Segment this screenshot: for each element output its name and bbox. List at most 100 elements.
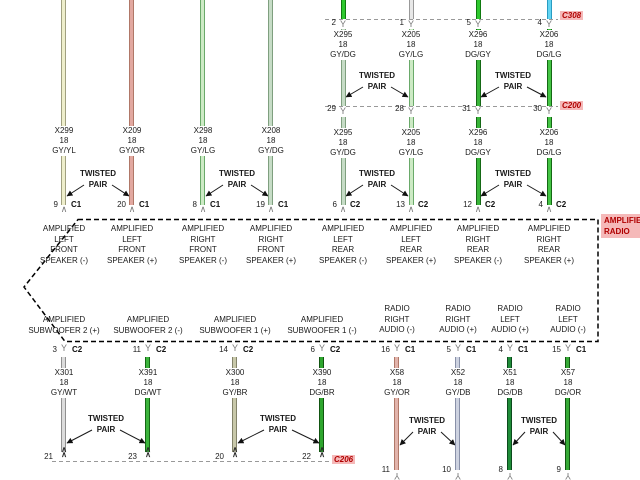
- pin-number: 4: [498, 345, 503, 354]
- twisted-pair-label: TWISTED PAIR: [521, 416, 557, 436]
- pin-number: 21: [44, 452, 53, 461]
- wire-label-x206: X206 18 DG/LG: [534, 30, 564, 60]
- pin-number: 14: [219, 345, 228, 354]
- connector-fork-icon: Y: [545, 106, 553, 116]
- wire-x52: [455, 357, 460, 470]
- wire-stub: [409, 0, 414, 19]
- connector-label: C2: [330, 345, 341, 354]
- box-signal-label: RADIO RIGHT AUDIO (-): [379, 304, 415, 334]
- wire-label-x296: X296 18 DG/GY: [463, 30, 493, 60]
- wire-x295: [341, 117, 346, 205]
- twisted-pair-arrows: [66, 86, 566, 446]
- connector-label: C1: [278, 200, 289, 209]
- connector-label: C1: [466, 345, 477, 354]
- connector-fork-icon: Y: [564, 343, 572, 353]
- connector-label: C2: [156, 345, 167, 354]
- twisted-pair-label: TWISTED PAIR: [495, 169, 531, 189]
- connector-caret-icon: ∧: [267, 204, 275, 214]
- connector-fork-icon: Y: [339, 19, 347, 29]
- wire-label-x208: X208 18 GY/DG: [256, 126, 286, 156]
- twisted-pair-label: TWISTED PAIR: [80, 169, 116, 189]
- wire-x391: [145, 357, 150, 452]
- twisted-pair-label: TWISTED PAIR: [219, 169, 255, 189]
- wire-stub: [341, 0, 346, 19]
- wire-label-x52: X52 18 GY/DB: [443, 368, 473, 398]
- connector-c206-label: C206: [332, 455, 356, 464]
- box-signal-label: AMPLIFIED LEFT FRONT SPEAKER (+): [106, 224, 158, 265]
- connector-label: C2: [556, 200, 567, 209]
- pin-number: 11: [381, 465, 390, 474]
- connector-label: C2: [72, 345, 83, 354]
- twisted-pair-label: TWISTED PAIR: [409, 416, 445, 436]
- connector-fork-icon: Y: [506, 343, 514, 353]
- connector-fork-icon: Y: [407, 106, 415, 116]
- wire-x295: [341, 29, 346, 106]
- wire-label-x209: X209 18 GY/OR: [117, 126, 147, 156]
- wire-x298: [200, 0, 205, 205]
- connector-label: C2: [418, 200, 429, 209]
- connector-caret-icon: ∧: [339, 204, 347, 214]
- wire-x57: [565, 357, 570, 470]
- wire-x296: [476, 29, 481, 106]
- pin-number: 1: [399, 18, 404, 27]
- wire-label-x296: X296 18 DG/GY: [463, 128, 493, 158]
- connector-label: C1: [139, 200, 150, 209]
- connector-fork-icon: Y: [231, 343, 239, 353]
- connector-c308-label: C308: [560, 11, 584, 20]
- wire-label-x295: X295 18 GY/DG: [328, 30, 358, 60]
- pin-number: 5: [466, 18, 471, 27]
- double-chevron-icon: ∧ ∧: [145, 445, 151, 459]
- pin-number: 3: [52, 345, 57, 354]
- connector-label: C1: [71, 200, 82, 209]
- connector-fork-icon: Y: [339, 106, 347, 116]
- wire-x205: [409, 117, 414, 205]
- pin-number: 2: [331, 18, 336, 27]
- wire-label-x390: X390 18 DG/BR: [307, 368, 337, 398]
- connector-caret-icon: ∧: [474, 204, 482, 214]
- connector-label: C2: [350, 200, 361, 209]
- box-signal-label: AMPLIFIED LEFT REAR SPEAKER (-): [318, 224, 368, 265]
- pin-number: 16: [381, 345, 390, 354]
- connector-label: C2: [485, 200, 496, 209]
- wire-stub: [547, 0, 552, 19]
- pin-number: 31: [462, 104, 471, 113]
- pin-number: 29: [327, 104, 336, 113]
- wire-x299: [61, 0, 66, 205]
- wire-stub: [476, 0, 481, 19]
- wire-label-x301: X301 18 GY/WT: [48, 368, 80, 398]
- wire-label-x57: X57 18 DG/OR: [552, 368, 584, 398]
- pin-number: 30: [533, 104, 542, 113]
- wire-x301: [61, 357, 66, 452]
- box-signal-label: AMPLIFIED LEFT FRONT SPEAKER (-): [39, 224, 89, 265]
- wire-label-x51: X51 18 DG/DB: [495, 368, 525, 398]
- box-signal-label: RADIO RIGHT AUDIO (+): [439, 304, 477, 334]
- inline-connector-lines: [52, 19, 558, 462]
- pin-number: 9: [556, 465, 561, 474]
- pin-number: 9: [53, 200, 58, 209]
- pin-number: 8: [192, 200, 197, 209]
- connector-fork-icon: Y: [393, 343, 401, 353]
- connector-fork-icon: Y: [454, 343, 462, 353]
- pin-number: 12: [463, 200, 472, 209]
- connector-caret-icon: ∧: [128, 204, 136, 214]
- wire-x296: [476, 117, 481, 205]
- box-signal-label: AMPLIFIED SUBWOOFER 2 (+): [28, 315, 100, 335]
- connector-fork-icon: Y: [545, 19, 553, 29]
- pin-number: 23: [128, 452, 137, 461]
- box-signal-label: RADIO LEFT AUDIO (-): [550, 304, 586, 334]
- connector-fork-icon: Y: [393, 471, 401, 480]
- connector-fork-icon: Y: [454, 471, 462, 480]
- wire-x51: [507, 357, 512, 470]
- pin-number: 13: [396, 200, 405, 209]
- connector-label: C1: [210, 200, 221, 209]
- wire-x58: [394, 357, 399, 470]
- pin-number: 20: [117, 200, 126, 209]
- twisted-pair-label: TWISTED PAIR: [495, 71, 531, 91]
- connector-caret-icon: ∧: [545, 204, 553, 214]
- connector-caret-icon: ∧: [407, 204, 415, 214]
- box-signal-label: AMPLIFIED SUBWOOFER 1 (-): [287, 315, 357, 335]
- pin-number: 6: [310, 345, 315, 354]
- connector-fork-icon: Y: [474, 106, 482, 116]
- wire-x206: [547, 29, 552, 106]
- double-chevron-icon: ∧ ∧: [319, 445, 325, 459]
